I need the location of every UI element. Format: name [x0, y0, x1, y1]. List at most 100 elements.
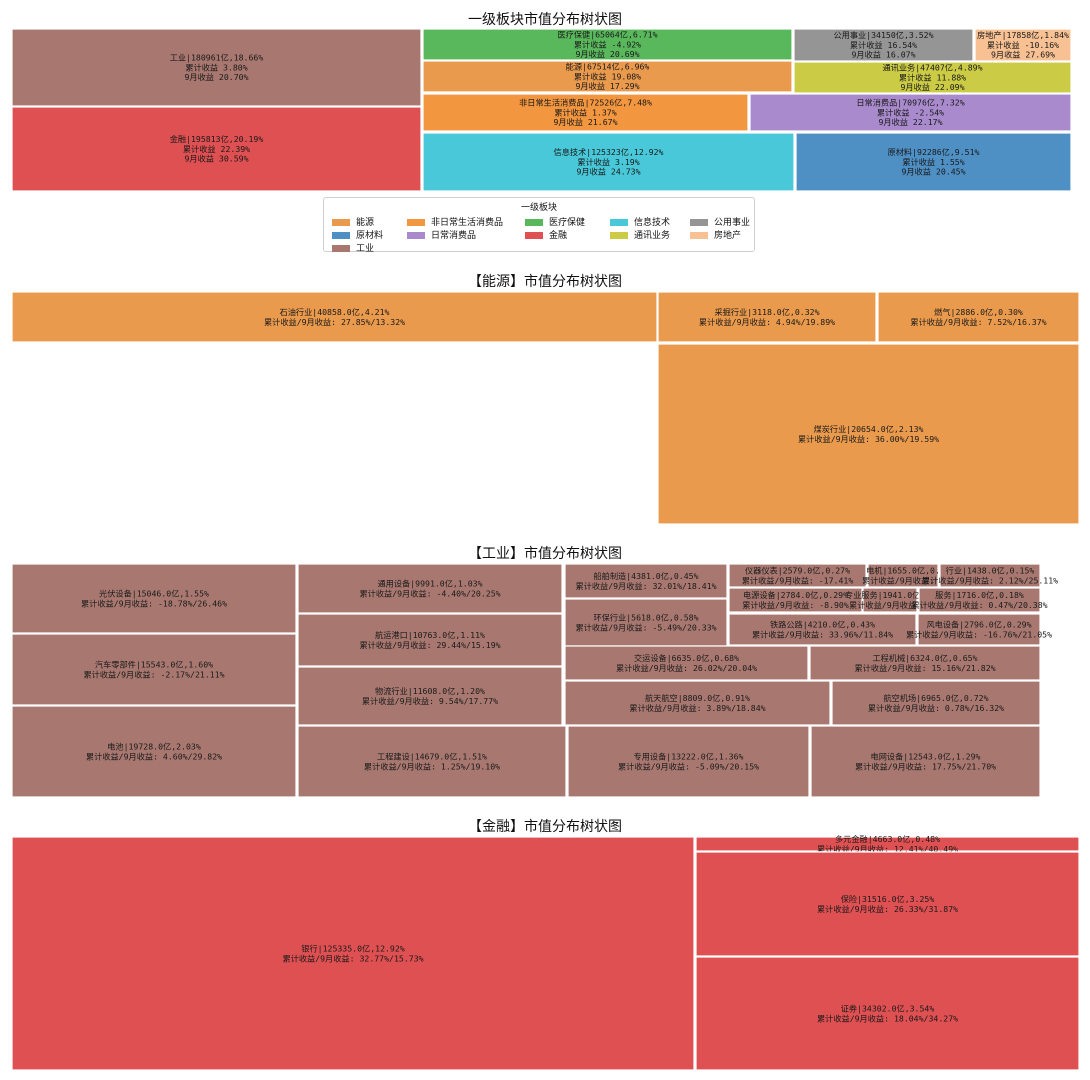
treemap-cell-原材料: 原材料|92286亿,9.51%累计收益 1.55% 9月收益 20.45%: [795, 132, 1072, 192]
legend-label: 信息技术: [634, 218, 671, 228]
treemap-label: 通讯业务|47407亿,4.89%累计收益 11.88% 9月收益 22.09%: [882, 63, 982, 93]
treemap-rect: [11, 563, 297, 634]
industrial-treemap-title: 【工业】市值分布树状图: [468, 546, 622, 562]
treemap-cell-服务: 服务|1716.0亿,0.18%累计收益/9月收益: 0.47%/20.38%: [911, 587, 1048, 613]
finance-treemap-title: 【金融】市值分布树状图: [468, 819, 622, 835]
sector-legend: 一级板块 能源 非日常生活消费品 医疗保健 信息技术 公用事业 原材料 日常消费品 金融 通讯业…: [323, 197, 755, 254]
treemap-rect: [657, 343, 1080, 525]
treemap-cell-环保行业: 环保行业|5618.0亿,0.58%累计收益/9月收益: -5.49%/20.3…: [564, 598, 728, 647]
treemap-rect: [918, 587, 1041, 613]
treemap-label: 银行|125335.0亿,12.92%累计收益/9月收益: 32.77%/15.…: [282, 943, 423, 963]
treemap-rect: [728, 613, 917, 646]
treemap-cell-日常消费品: 日常消费品|70976亿,7.32%累计收益 -2.54% 9月收益 22.17%: [749, 93, 1072, 132]
legend-swatch: [407, 219, 425, 226]
treemap-cell-燃气: 燃气|2886.0亿,0.30%累计收益/9月收益: 7.52%/16.37%: [877, 291, 1080, 343]
treemap-label: 房地产|17858亿,1.84%累计收益 -10.16% 9月收益 27.69%: [977, 30, 1069, 60]
treemap-label: 石油行业|40858.0亿,4.21%累计收益/9月收益: 27.85%/13.…: [264, 307, 405, 327]
treemap-rect: [695, 851, 1080, 957]
treemap-rect: [11, 106, 422, 192]
sector-treemap-title: 一级板块市值分布树状图: [468, 12, 622, 28]
treemap-label: 保险|31516.0亿,3.25%累计收益/9月收益: 26.33%/31.87…: [817, 894, 958, 914]
treemap-label: 电网设备|12543.0亿,1.29%累计收益/9月收益: 17.75%/21.…: [855, 751, 996, 771]
treemap-label: 工程机械|6324.0亿,0.65%累计收益/9月收益: 15.16%/21.8…: [854, 653, 995, 673]
treemap-rect: [564, 645, 809, 681]
legend-item-金融: 金融: [525, 228, 567, 241]
finance-treemap-svg: 银行|125335.0亿,12.92%累计收益/9月收益: 32.77%/15.…: [11, 834, 1080, 1071]
legend-label: 金融: [549, 231, 568, 241]
treemap-cell-电源设备: 电源设备|2784.0亿,0.29%累计收益/9月收益: -8.90%: [728, 587, 863, 613]
treemap-label: 铁路公路|4210.0亿,0.43%累计收益/9月收益: 33.96%/11.8…: [752, 619, 893, 639]
treemap-label: 电源设备|2784.0亿,0.29%累计收益/9月收益: -8.90%: [742, 590, 849, 610]
treemap-cell-通讯业务: 通讯业务|47407亿,4.89%累计收益 11.88% 9月收益 22.09%: [793, 61, 1072, 94]
legend-item-能源: 能源: [332, 215, 374, 228]
treemap-rect: [11, 28, 422, 107]
treemap-rect: [974, 28, 1072, 62]
treemap-label: 日常消费品|70976亿,7.32%累计收益 -2.54% 9月收益 22.17%: [856, 98, 964, 128]
treemap-label: 航运港口|10763.0亿,1.11%累计收益/9月收益: 29.44%/15.…: [359, 630, 500, 650]
treemap-rect: [422, 132, 795, 192]
treemap-cell-房地产: 房地产|17858亿,1.84%累计收益 -10.16% 9月收益 27.69%: [974, 28, 1072, 62]
finance-treemap-chart: 【金融】市值分布树状图 银行|125335.0亿,12.92%累计收益/9月收益…: [0, 811, 1090, 1080]
legend-swatch: [525, 219, 543, 226]
legend-item-非日常生活消费品: 非日常生活消费品: [407, 215, 503, 228]
treemap-label: 信息技术|125323亿,12.92%累计收益 3.19% 9月收益 24.73%: [554, 147, 664, 177]
treemap-cell-行业: 行业|1438.0亿,0.15%累计收益/9月收益: 2.12%/25.11%: [922, 563, 1058, 588]
treemap-label: 多元金融|4663.0亿,0.48%累计收益/9月收益: 12.41%/40.4…: [817, 834, 958, 854]
legend-item-房地产: 房地产: [690, 228, 741, 241]
treemap-rect: [657, 291, 877, 343]
legend-item-日常消费品: 日常消费品: [407, 228, 476, 241]
treemap-label: 燃气|2886.0亿,0.30%累计收益/9月收益: 7.52%/16.37%: [910, 307, 1046, 327]
treemap-rect: [564, 563, 728, 599]
legend-item-医疗保健: 医疗保健: [525, 215, 585, 228]
legend-item-工业: 工业: [332, 241, 374, 254]
treemap-label: 专业服务|1941.0亿,0.累计收益/9月收益: -: [845, 590, 935, 610]
treemap-label: 航空机场|6965.0亿,0.72%累计收益/9月收益: 0.78%/16.32…: [868, 693, 1004, 713]
treemap-rect: [567, 725, 810, 798]
treemap-cell-银行: 银行|125335.0亿,12.92%累计收益/9月收益: 32.77%/15.…: [11, 836, 695, 1071]
legend-label: 工业: [356, 244, 375, 254]
treemap-label: 采掘行业|3118.0亿,0.32%累计收益/9月收益: 4.94%/19.89…: [699, 307, 835, 327]
treemap-cell-能源: 能源|67514亿,6.96%累计收益 19.08% 9月收益 17.29%: [422, 60, 793, 93]
treemap-cell-专业服务: 专业服务|1941.0亿,0.累计收益/9月收益: -: [845, 587, 935, 613]
treemap-label: 物流行业|11608.0亿,1.20%累计收益/9月收益: 9.54%/17.7…: [362, 686, 498, 706]
treemap-rect: [831, 680, 1041, 726]
treemap-rect: [297, 613, 563, 667]
legend-swatch: [690, 219, 708, 226]
treemap-label: 汽车零部件|15543.0亿,1.60%累计收益/9月收益: -2.17%/21…: [83, 659, 224, 679]
treemap-cell-光伏设备: 光伏设备|15046.0亿,1.55%累计收益/9月收益: -18.78%/26…: [11, 563, 297, 634]
legend-label: 非日常生活消费品: [431, 218, 504, 228]
treemap-cell-航空机场: 航空机场|6965.0亿,0.72%累计收益/9月收益: 0.78%/16.32…: [831, 680, 1041, 726]
treemap-cell-航天航空: 航天航空|8809.0亿,0.91%累计收益/9月收益: 3.89%/18.84…: [564, 680, 831, 726]
treemap-cell-信息技术: 信息技术|125323亿,12.92%累计收益 3.19% 9月收益 24.73%: [422, 132, 795, 192]
legend-swatch: [525, 232, 543, 239]
treemap-cell-工程建设: 工程建设|14679.0亿,1.51%累计收益/9月收益: 1.25%/19.1…: [297, 725, 567, 798]
treemap-label: 证券|34302.0亿,3.54%累计收益/9月收益: 18.04%/34.27…: [817, 1003, 958, 1023]
treemap-rect: [917, 613, 1041, 646]
treemap-label: 环保行业|5618.0亿,0.58%累计收益/9月收益: -5.49%/20.3…: [575, 612, 716, 632]
treemap-rect: [793, 61, 1072, 94]
treemap-cell-工业: 工业|180961亿,18.66%累计收益 3.80% 9月收益 20.70%: [11, 28, 422, 107]
treemap-label: 服务|1716.0亿,0.18%累计收益/9月收益: 0.47%/20.38%: [911, 590, 1047, 610]
treemap-rect: [809, 645, 1041, 681]
legend-swatch: [690, 232, 708, 239]
treemap-label: 仪器仪表|2579.0亿,0.27%累计收益/9月收益: -17.41%: [742, 565, 854, 585]
treemap-cell-风电设备: 风电设备|2796.0亿,0.29%累计收益/9月收益: -16.76%/21.…: [906, 613, 1052, 646]
legend-item-通讯业务: 通讯业务: [610, 228, 670, 241]
treemap-cell-交运设备: 交运设备|6635.0亿,0.68%累计收益/9月收益: 26.02%/20.0…: [564, 645, 809, 681]
treemap-cell-船舶制造: 船舶制造|4381.0亿,0.45%累计收益/9月收益: 32.01%/18.4…: [564, 563, 728, 599]
treemap-label: 船舶制造|4381.0亿,0.45%累计收益/9月收益: 32.01%/18.4…: [575, 571, 716, 591]
legend-label: 医疗保健: [549, 218, 586, 228]
treemap-rect: [564, 680, 831, 726]
treemap-cell-煤炭行业: 煤炭行业|20654.0亿,2.13%累计收益/9月收益: 36.00%/19.…: [657, 343, 1080, 525]
treemap-cell-医疗保健: 医疗保健|65064亿,6.71%累计收益 -4.92% 9月收益 20.69%: [422, 28, 793, 61]
treemap-label: 工程建设|14679.0亿,1.51%累计收益/9月收益: 1.25%/19.1…: [364, 751, 500, 771]
treemap-rect: [749, 93, 1072, 132]
treemap-label: 电池|19728.0亿,2.03%累计收益/9月收益: 4.60%/29.82%: [86, 741, 222, 761]
treemap-rect: [867, 563, 939, 588]
treemap-cell-通用设备: 通用设备|9991.0亿,1.03%累计收益/9月收益: -4.40%/20.2…: [297, 563, 563, 614]
treemap-cell-非日常生活消费品: 非日常生活消费品|72526亿,7.48%累计收益 1.37% 9月收益 21.6…: [422, 93, 749, 132]
treemap-rect: [810, 725, 1041, 798]
treemap-cell-工程机械: 工程机械|6324.0亿,0.65%累计收益/9月收益: 15.16%/21.8…: [809, 645, 1041, 681]
treemap-label: 公用事业|34150亿,3.52%累计收益 16.54% 9月收益 16.07%: [833, 30, 933, 60]
treemap-cell-仪器仪表: 仪器仪表|2579.0亿,0.27%累计收益/9月收益: -17.41%: [728, 563, 867, 588]
